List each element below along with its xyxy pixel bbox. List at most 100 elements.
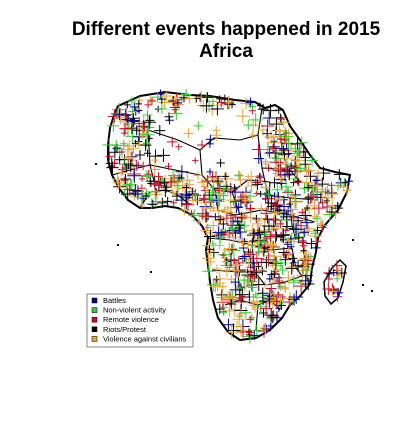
event-marker bbox=[271, 183, 284, 196]
event-marker bbox=[275, 291, 282, 299]
event-marker bbox=[123, 101, 131, 109]
event-marker bbox=[254, 227, 265, 239]
event-marker bbox=[169, 102, 180, 113]
event-marker bbox=[239, 212, 249, 221]
event-marker bbox=[202, 238, 216, 253]
event-marker bbox=[264, 148, 275, 159]
event-marker bbox=[263, 250, 274, 261]
event-marker bbox=[302, 193, 314, 205]
event-marker bbox=[236, 234, 248, 246]
event-marker bbox=[193, 171, 203, 180]
event-marker bbox=[281, 270, 296, 285]
event-marker bbox=[288, 293, 300, 306]
event-marker bbox=[199, 196, 212, 210]
event-marker bbox=[156, 103, 167, 114]
legend-label: Remote violence bbox=[103, 315, 159, 324]
event-marker bbox=[262, 111, 276, 125]
event-marker bbox=[232, 264, 245, 278]
event-marker bbox=[131, 139, 140, 148]
event-marker bbox=[149, 163, 161, 176]
event-marker bbox=[240, 273, 255, 287]
event-marker bbox=[223, 242, 236, 255]
event-marker bbox=[139, 139, 152, 151]
event-marker bbox=[301, 264, 313, 276]
event-marker bbox=[254, 235, 264, 244]
event-marker bbox=[220, 263, 234, 278]
event-marker bbox=[105, 152, 114, 161]
event-marker bbox=[214, 196, 225, 207]
event-marker bbox=[208, 97, 218, 106]
event-marker bbox=[238, 192, 252, 206]
event-marker bbox=[206, 257, 216, 267]
event-marker bbox=[255, 263, 262, 270]
event-marker bbox=[211, 195, 222, 206]
event-marker bbox=[264, 133, 272, 141]
event-marker bbox=[183, 128, 194, 139]
event-marker bbox=[146, 135, 153, 142]
event-marker bbox=[306, 154, 318, 167]
event-marker bbox=[228, 303, 242, 317]
event-marker bbox=[123, 182, 131, 190]
event-marker bbox=[245, 97, 256, 108]
event-marker bbox=[129, 102, 139, 112]
legend-swatch bbox=[91, 297, 98, 304]
event-marker bbox=[276, 232, 286, 242]
event-marker bbox=[283, 240, 292, 249]
event-marker bbox=[302, 178, 312, 187]
event-marker bbox=[205, 245, 214, 254]
event-marker bbox=[240, 238, 248, 246]
event-marker bbox=[142, 171, 153, 182]
event-marker bbox=[221, 258, 228, 265]
event-marker bbox=[218, 190, 229, 201]
map-title-line2: Africa bbox=[199, 41, 253, 62]
event-marker bbox=[237, 326, 249, 338]
event-marker bbox=[215, 240, 224, 250]
event-marker bbox=[265, 223, 279, 237]
event-marker bbox=[157, 197, 168, 209]
legend-box bbox=[86, 293, 194, 348]
event-marker bbox=[274, 141, 289, 156]
map-title-line1: Different events happened in 2015 bbox=[72, 19, 381, 40]
event-marker bbox=[276, 301, 286, 310]
event-marker bbox=[277, 297, 284, 304]
event-marker bbox=[249, 237, 256, 245]
event-marker bbox=[231, 213, 239, 221]
event-marker bbox=[263, 103, 278, 118]
event-marker bbox=[220, 308, 228, 316]
event-marker bbox=[257, 179, 267, 188]
event-marker bbox=[306, 238, 317, 249]
event-marker bbox=[260, 142, 275, 157]
event-marker bbox=[269, 229, 282, 241]
event-marker bbox=[264, 196, 279, 210]
event-marker bbox=[266, 275, 274, 283]
event-marker bbox=[135, 100, 143, 108]
event-marker bbox=[210, 172, 223, 185]
event-marker bbox=[267, 249, 282, 264]
event-marker bbox=[149, 179, 161, 191]
event-marker bbox=[114, 109, 125, 120]
event-marker bbox=[197, 177, 207, 188]
event-marker bbox=[164, 112, 174, 122]
event-marker bbox=[159, 177, 170, 188]
event-marker bbox=[309, 229, 323, 243]
event-marker bbox=[247, 282, 258, 293]
event-marker bbox=[229, 283, 242, 296]
event-marker bbox=[226, 299, 237, 309]
event-marker bbox=[112, 176, 125, 190]
event-marker bbox=[135, 190, 149, 204]
event-marker bbox=[246, 294, 261, 309]
event-marker bbox=[215, 290, 230, 305]
event-marker bbox=[269, 177, 280, 189]
event-marker bbox=[317, 223, 327, 232]
event-marker bbox=[333, 275, 341, 283]
event-marker bbox=[267, 240, 280, 254]
event-marker bbox=[150, 196, 162, 207]
event-marker bbox=[261, 252, 276, 267]
event-marker bbox=[128, 143, 139, 154]
event-marker bbox=[253, 190, 260, 197]
event-marker bbox=[270, 192, 279, 201]
event-marker bbox=[175, 143, 183, 151]
event-marker bbox=[292, 149, 302, 158]
event-marker bbox=[206, 277, 221, 292]
